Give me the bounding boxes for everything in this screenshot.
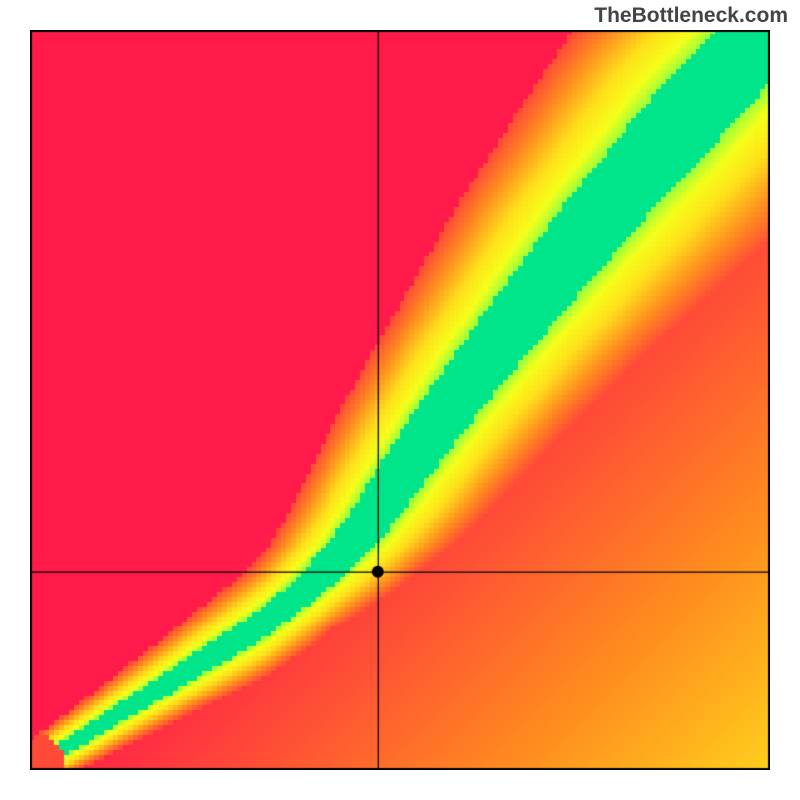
chart-container: TheBottleneck.com xyxy=(0,0,800,800)
watermark-text: TheBottleneck.com xyxy=(594,4,788,28)
bottleneck-heatmap xyxy=(30,30,770,770)
